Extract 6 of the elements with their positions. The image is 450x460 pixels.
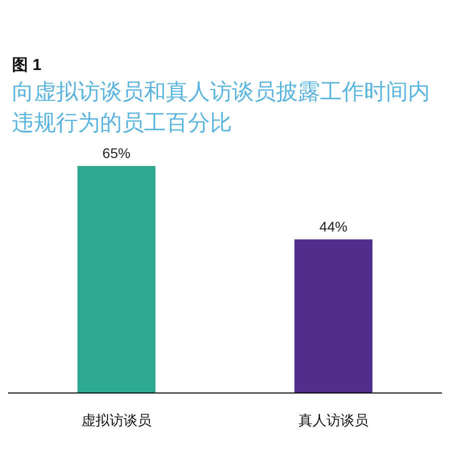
x-tick-label: 虚拟访谈员 [82, 412, 152, 428]
data-label: 65% [102, 145, 130, 161]
x-tick-label: 真人访谈员 [298, 412, 368, 428]
chart-subtitle: 向虚拟访谈员和真人访谈员披露工作时间内违规行为的员工百分比 [12, 78, 431, 137]
data-label: 44% [319, 218, 348, 234]
chart-title: 图 1 [12, 56, 42, 76]
